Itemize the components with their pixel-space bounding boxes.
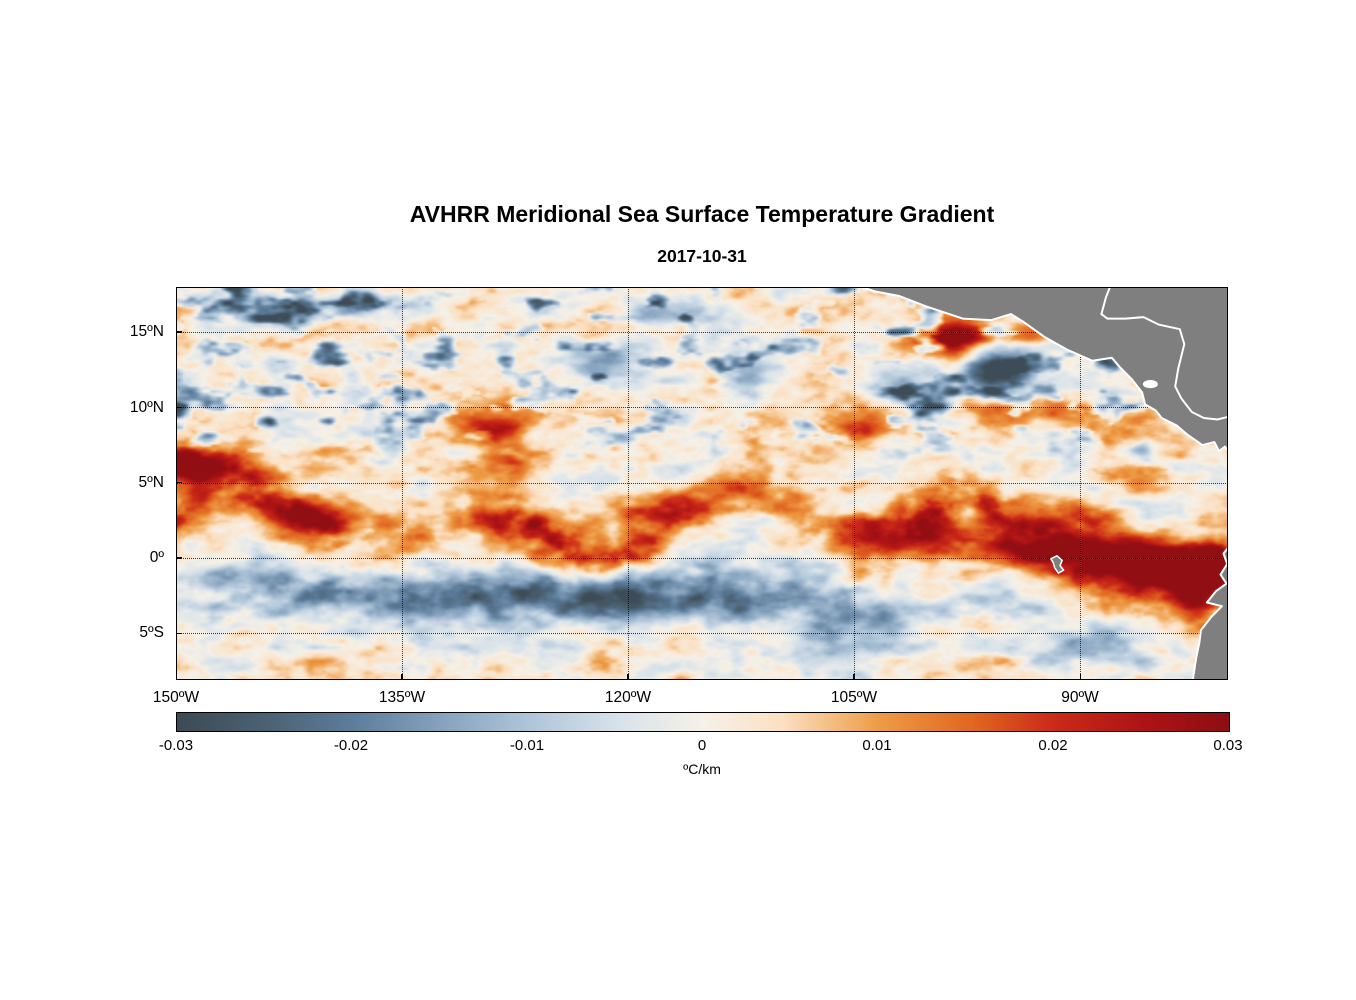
colorbar-tick-003: 0.03 [1213, 737, 1243, 754]
y-tick-label-0: 0º [149, 549, 164, 566]
colorbar-tick-neg002: -0.02 [333, 737, 369, 754]
y-tick-label-10n: 10ºN [129, 399, 164, 416]
colorbar-tick-neg001: -0.01 [509, 737, 545, 754]
gridline-lat-5n [176, 483, 1228, 484]
y-tick-label-5s: 5ºS [139, 624, 164, 641]
colorbar-tick-001: 0.01 [862, 737, 892, 754]
x-tick-label-120w: 120ºW [604, 689, 652, 706]
x-tick-label-90w: 90ºW [1061, 689, 1099, 706]
colorbar-tick-002: 0.02 [1038, 737, 1068, 754]
chart-title: AVHRR Meridional Sea Surface Temperature… [409, 201, 995, 227]
gridline-lat-0 [176, 558, 1228, 559]
colorbar-tick-0: 0 [697, 737, 707, 754]
colorbar-units-label: ºC/km [683, 761, 721, 777]
gridline-lat-10n [176, 407, 1228, 408]
chart-subtitle: 2017-10-31 [657, 246, 747, 266]
map-plot-area [176, 287, 1228, 680]
x-tick-label-135w: 135ºW [378, 689, 426, 706]
x-tick-label-150w: 150ºW [152, 689, 200, 706]
gridline-lat-15n [176, 332, 1228, 333]
colorbar-gradient [176, 712, 1230, 732]
gridline-lat-5s [176, 633, 1228, 634]
colorbar-tick-neg003: -0.03 [158, 737, 194, 754]
y-tick-label-5n: 5ºN [138, 474, 164, 491]
y-tick-label-15n: 15ºN [129, 323, 164, 340]
x-tick-label-105w: 105ºW [830, 689, 878, 706]
